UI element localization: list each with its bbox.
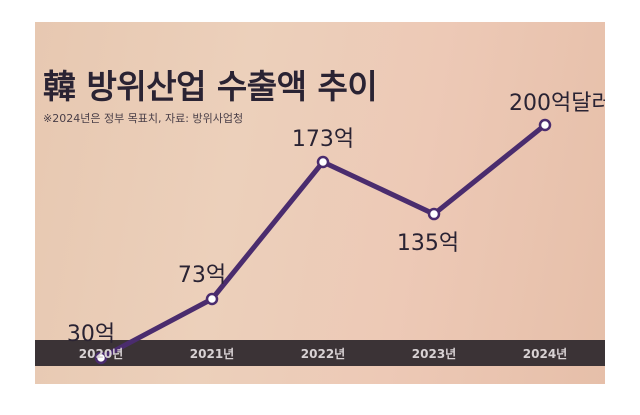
data-point-1 [94,351,108,365]
chart-note: ※2024년은 정부 목표치, 자료: 방위사업청 [43,112,244,125]
chart-title: 韓 방위산업 수출액 추이 [43,67,378,106]
data-point-3 [316,155,330,169]
data-label-4: 135억 [397,231,459,256]
data-label-5: 200억달러 [509,91,605,116]
x-tick-label-2: 2021년 [190,347,234,361]
x-tick-label-1: 2020년 [79,347,123,361]
data-point-2 [205,292,219,306]
chart-panel: 30억 2020년 73억 2021년 173억 2022년 135억 2023년 200억달러… [35,22,605,384]
x-tick-label-3: 2022년 [301,347,345,361]
x-tick-label-5: 2024년 [523,347,567,361]
data-point-4 [427,207,441,221]
data-label-2: 73억 [178,263,226,288]
data-label-3: 173억 [292,127,354,152]
data-label-1: 30억 [67,322,115,347]
x-tick-label-4: 2023년 [412,347,456,361]
data-point-5 [538,118,552,132]
